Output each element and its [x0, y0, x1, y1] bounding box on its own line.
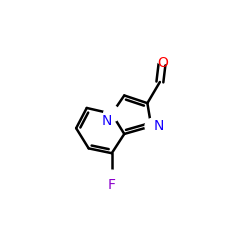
Circle shape: [145, 118, 161, 134]
Text: O: O: [157, 56, 168, 70]
Circle shape: [155, 48, 171, 64]
Text: N: N: [102, 114, 112, 128]
Circle shape: [104, 170, 120, 186]
Text: F: F: [108, 178, 116, 192]
Text: N: N: [153, 119, 164, 133]
Circle shape: [104, 106, 120, 122]
